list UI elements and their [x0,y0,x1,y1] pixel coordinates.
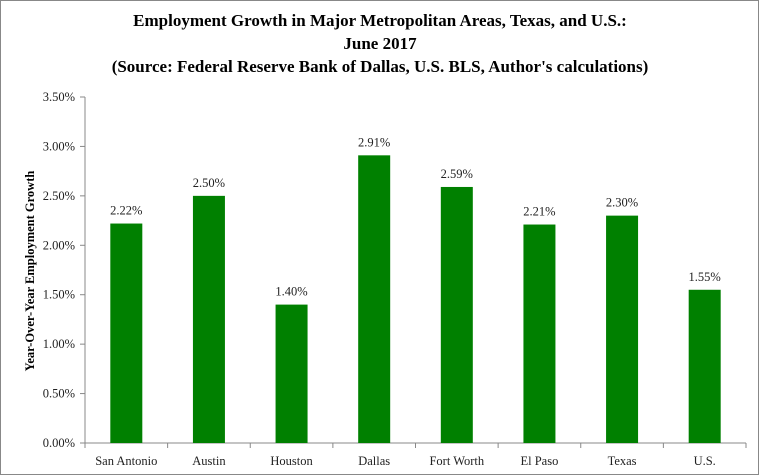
y-tick-label: 0.00% [43,436,75,450]
chart-title-line-3: (Source: Federal Reserve Bank of Dallas,… [112,57,649,76]
y-tick-label: 0.50% [43,387,75,401]
data-label: 2.30% [606,196,638,210]
data-label: 1.40% [275,285,307,299]
bar [358,155,391,443]
y-axis-label: Year-Over-Year Employment Growth [23,171,37,372]
x-tick-label: El Paso [521,454,559,468]
x-tick-label: Dallas [358,454,390,468]
y-tick-label: 3.50% [43,90,75,104]
x-tick-label: Texas [608,454,637,468]
chart-title-line-2: June 2017 [343,34,417,53]
data-label: 2.22% [110,204,142,218]
data-label: 2.50% [193,176,225,190]
bar [688,289,721,443]
y-tick-label: 1.00% [43,337,75,351]
x-tick-label: Fort Worth [429,454,484,468]
bar [606,215,639,443]
bar [275,304,308,443]
y-tick-label: 2.00% [43,238,75,252]
y-tick-label: 2.50% [43,189,75,203]
chart-title-line-1: Employment Growth in Major Metropolitan … [133,11,627,30]
y-tick-label: 1.50% [43,288,75,302]
bar [110,223,143,443]
x-tick-label: Austin [192,454,226,468]
data-label: 1.55% [689,270,721,284]
bar [440,186,473,443]
x-tick-label: Houston [270,454,313,468]
x-tick-label: U.S. [694,454,716,468]
x-tick-label: San Antonio [95,454,157,468]
data-label: 2.59% [441,167,473,181]
data-label: 2.91% [358,135,390,149]
bar [192,195,225,443]
bar [523,224,556,443]
y-tick-label: 3.00% [43,139,75,153]
data-label: 2.21% [523,205,555,219]
